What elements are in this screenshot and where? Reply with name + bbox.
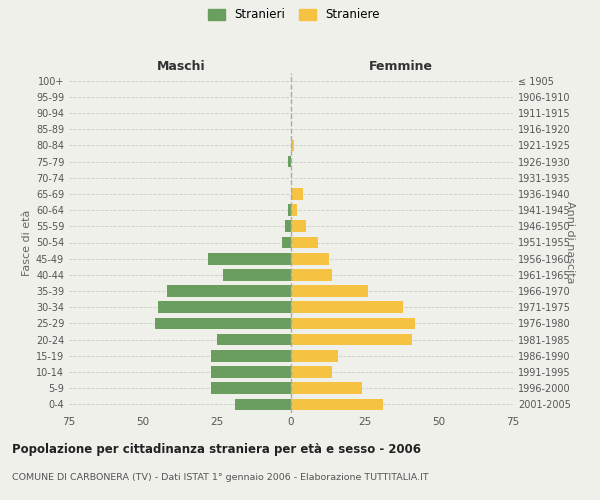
Bar <box>291 220 306 232</box>
Bar <box>291 318 415 330</box>
Bar <box>291 140 294 151</box>
Y-axis label: Anni di nascita: Anni di nascita <box>565 201 575 283</box>
Text: COMUNE DI CARBONERA (TV) - Dati ISTAT 1° gennaio 2006 - Elaborazione TUTTITALIA.: COMUNE DI CARBONERA (TV) - Dati ISTAT 1°… <box>12 472 428 482</box>
Bar <box>158 302 291 313</box>
Bar <box>211 350 291 362</box>
Bar <box>291 398 383 410</box>
Bar <box>223 269 291 280</box>
Y-axis label: Fasce di età: Fasce di età <box>22 210 32 276</box>
Bar <box>291 269 332 280</box>
Bar <box>282 236 291 248</box>
Bar <box>235 398 291 410</box>
Bar <box>155 318 291 330</box>
Bar <box>217 334 291 345</box>
Text: Femmine: Femmine <box>368 60 433 72</box>
Bar <box>288 204 291 216</box>
Bar <box>285 220 291 232</box>
Bar <box>291 188 303 200</box>
Bar <box>291 382 362 394</box>
Bar <box>208 253 291 264</box>
Bar <box>291 204 297 216</box>
Bar <box>291 334 412 345</box>
Bar <box>291 236 317 248</box>
Text: Popolazione per cittadinanza straniera per età e sesso - 2006: Popolazione per cittadinanza straniera p… <box>12 442 421 456</box>
Bar <box>167 285 291 297</box>
Bar <box>291 302 403 313</box>
Bar <box>211 366 291 378</box>
Bar <box>211 382 291 394</box>
Bar <box>291 285 368 297</box>
Bar <box>288 156 291 168</box>
Text: Maschi: Maschi <box>157 60 206 72</box>
Bar <box>291 253 329 264</box>
Bar <box>291 350 338 362</box>
Bar <box>291 366 332 378</box>
Legend: Stranieri, Straniere: Stranieri, Straniere <box>206 6 382 24</box>
